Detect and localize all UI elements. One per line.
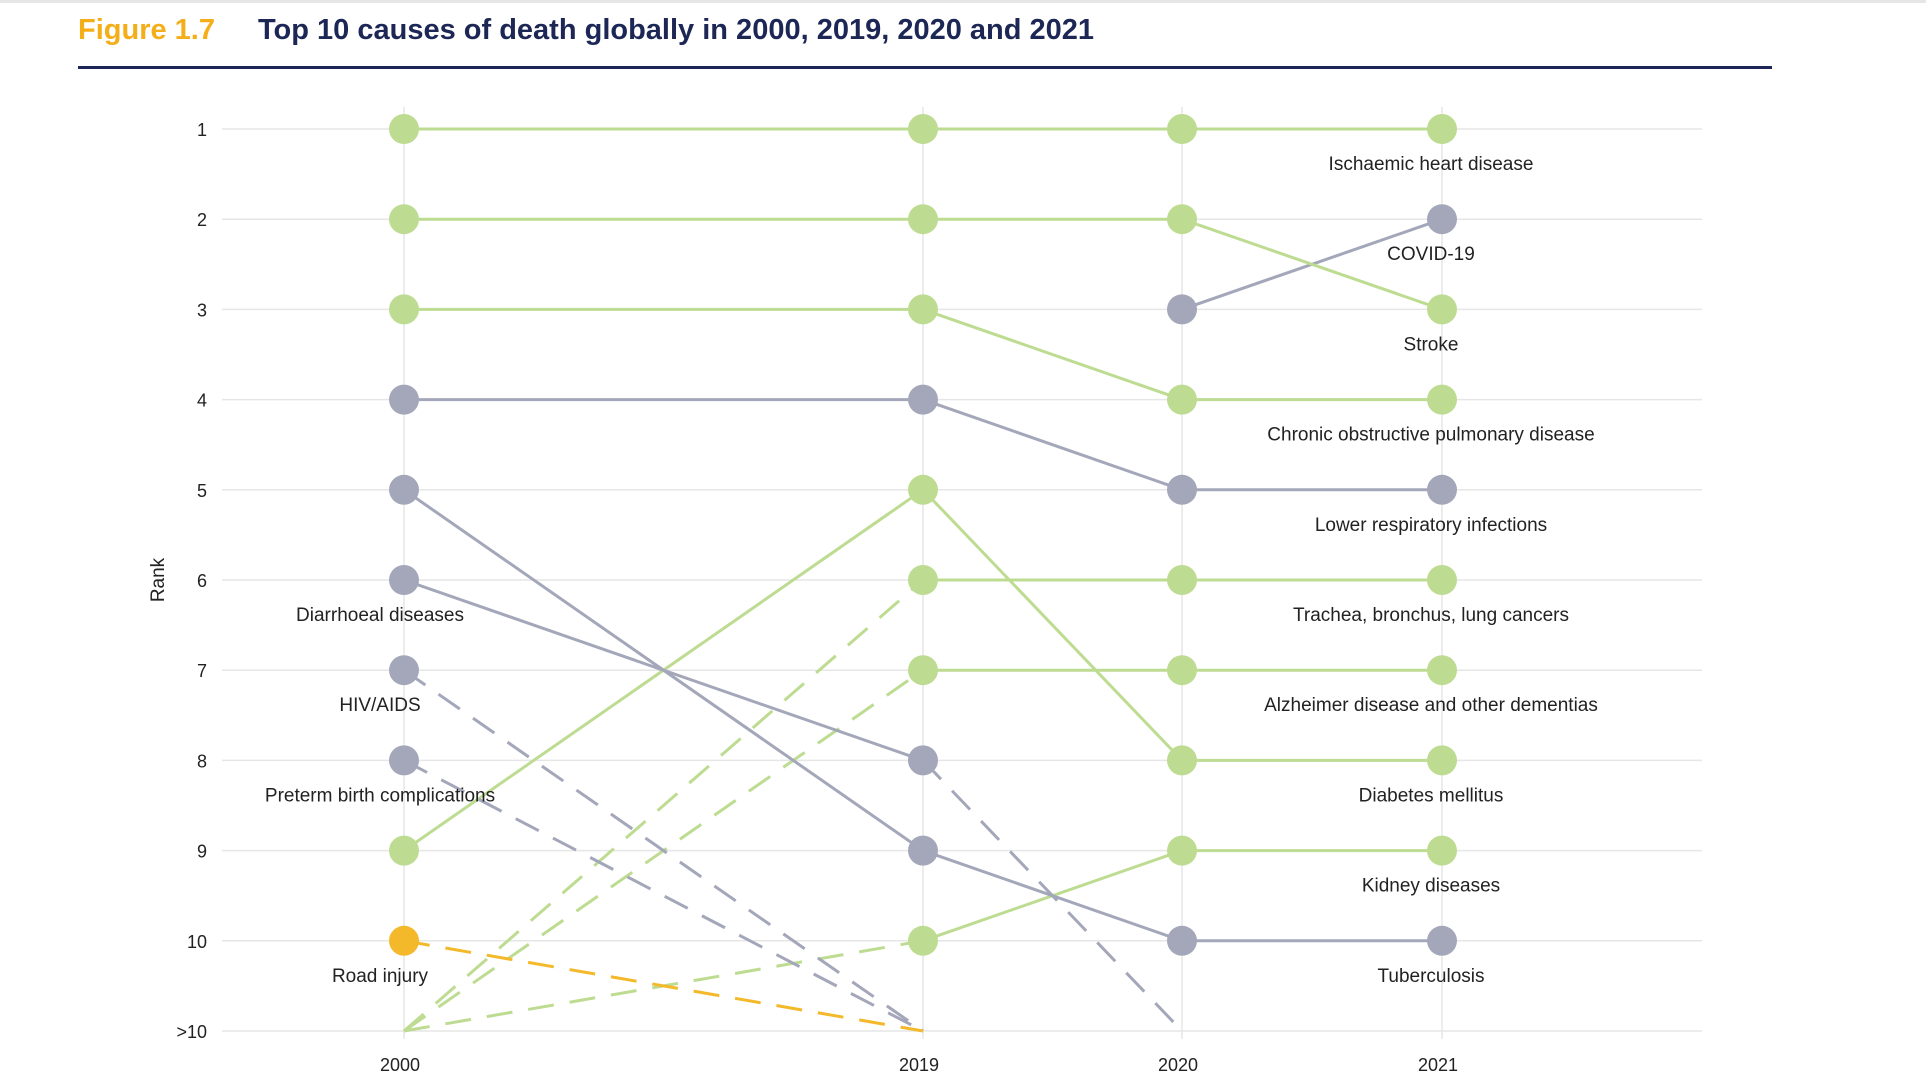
- series-label: Diabetes mellitus: [1359, 785, 1504, 806]
- y-tick-label: 3: [197, 300, 207, 320]
- data-point: [1167, 384, 1197, 415]
- data-point: [389, 565, 419, 595]
- data-point: [908, 655, 938, 686]
- grid-layer: [222, 107, 1702, 1039]
- data-point: [1167, 745, 1197, 776]
- data-point: [1167, 565, 1197, 595]
- data-point: [1427, 294, 1457, 325]
- x-tick-label: 2000: [380, 1055, 420, 1075]
- series-label: Alzheimer disease and other dementias: [1264, 695, 1598, 716]
- y-tick-label: 2: [197, 210, 207, 230]
- data-point: [1427, 565, 1457, 595]
- y-tick-label: 6: [197, 571, 207, 591]
- top-border: [0, 0, 1926, 3]
- data-point: [389, 925, 419, 956]
- series-label: COVID-19: [1387, 244, 1475, 265]
- series-line: [403, 668, 924, 1033]
- series-line: [921, 488, 1184, 762]
- data-point: [908, 925, 938, 956]
- data-point: [389, 474, 419, 505]
- data-point: [908, 204, 938, 235]
- data-point: [389, 745, 419, 776]
- series-label: Preterm birth complications: [265, 785, 495, 806]
- y-tick-label: 7: [197, 661, 207, 681]
- data-point: [908, 745, 938, 776]
- series-label: HIV/AIDS: [339, 695, 420, 716]
- data-point: [1167, 925, 1197, 956]
- data-point: [1427, 745, 1457, 776]
- y-tick-label: 1: [197, 120, 207, 140]
- data-point: [389, 114, 419, 144]
- data-point: [389, 294, 419, 325]
- label-layer: Ischaemic heart disease COVID-19 Stroke Chr…: [265, 154, 1598, 987]
- data-point: [389, 835, 419, 866]
- data-point: [1167, 204, 1197, 235]
- figure-header: Figure 1.7 Top 10 causes of death global…: [78, 10, 1772, 69]
- series-label: Trachea, bronchus, lung cancers: [1293, 605, 1569, 626]
- figure-title: Top 10 causes of death globally in 2000,…: [258, 14, 1095, 46]
- series-label: Stroke: [1404, 334, 1459, 355]
- y-tick-label: >10: [176, 1022, 207, 1042]
- x-tick-label: 2020: [1158, 1055, 1198, 1075]
- series-label: Diarrhoeal diseases: [296, 605, 464, 626]
- data-point: [908, 474, 938, 505]
- data-point: [1427, 384, 1457, 415]
- series-line: [403, 578, 924, 1033]
- line-layer: [403, 127, 1443, 1033]
- figure-number: Figure 1.7: [78, 14, 215, 46]
- data-point: [1427, 835, 1457, 866]
- series-label: Ischaemic heart disease: [1329, 154, 1534, 175]
- data-point: [908, 835, 938, 866]
- series-line: [921, 759, 1184, 1033]
- point-layer: [389, 114, 1457, 956]
- data-point: [1427, 655, 1457, 686]
- data-point: [908, 114, 938, 144]
- data-point: [389, 655, 419, 686]
- y-tick-label: 5: [197, 481, 207, 501]
- series-line: [403, 578, 924, 762]
- series-line: [403, 939, 924, 1033]
- series-label: Chronic obstructive pulmonary disease: [1267, 425, 1594, 446]
- series-label: Kidney diseases: [1362, 876, 1500, 897]
- x-tick-label: 2021: [1418, 1055, 1458, 1075]
- y-tick-label: 4: [197, 391, 207, 411]
- data-point: [1427, 925, 1457, 956]
- series-line: [1181, 217, 1443, 311]
- y-tick-label: 10: [187, 932, 207, 952]
- data-point: [1427, 114, 1457, 144]
- data-point: [389, 204, 419, 235]
- axis-layer: 1 2 3 4 5 6 7 8 9 10 >10 2000 2019 2020 2021 Rank: [148, 120, 1458, 1075]
- y-tick-label: 8: [197, 751, 207, 771]
- data-point: [1167, 294, 1197, 325]
- data-point: [1427, 204, 1457, 235]
- data-point: [908, 384, 938, 415]
- data-point: [389, 384, 419, 415]
- series-label: Tuberculosis: [1377, 966, 1484, 987]
- data-point: [1167, 655, 1197, 686]
- x-tick-label: 2019: [899, 1055, 939, 1075]
- data-point: [1167, 114, 1197, 144]
- series-label: Lower respiratory infections: [1315, 515, 1547, 536]
- series-line: [403, 759, 924, 1033]
- series-label: Road injury: [332, 966, 429, 987]
- data-point: [908, 565, 938, 595]
- series-line: [922, 398, 1183, 492]
- data-point: [1427, 474, 1457, 505]
- series-line: [922, 307, 1183, 402]
- data-point: [1167, 835, 1197, 866]
- data-point: [908, 294, 938, 325]
- data-point: [1167, 474, 1197, 505]
- y-axis-label: Rank: [148, 557, 169, 602]
- y-tick-label: 9: [197, 842, 207, 862]
